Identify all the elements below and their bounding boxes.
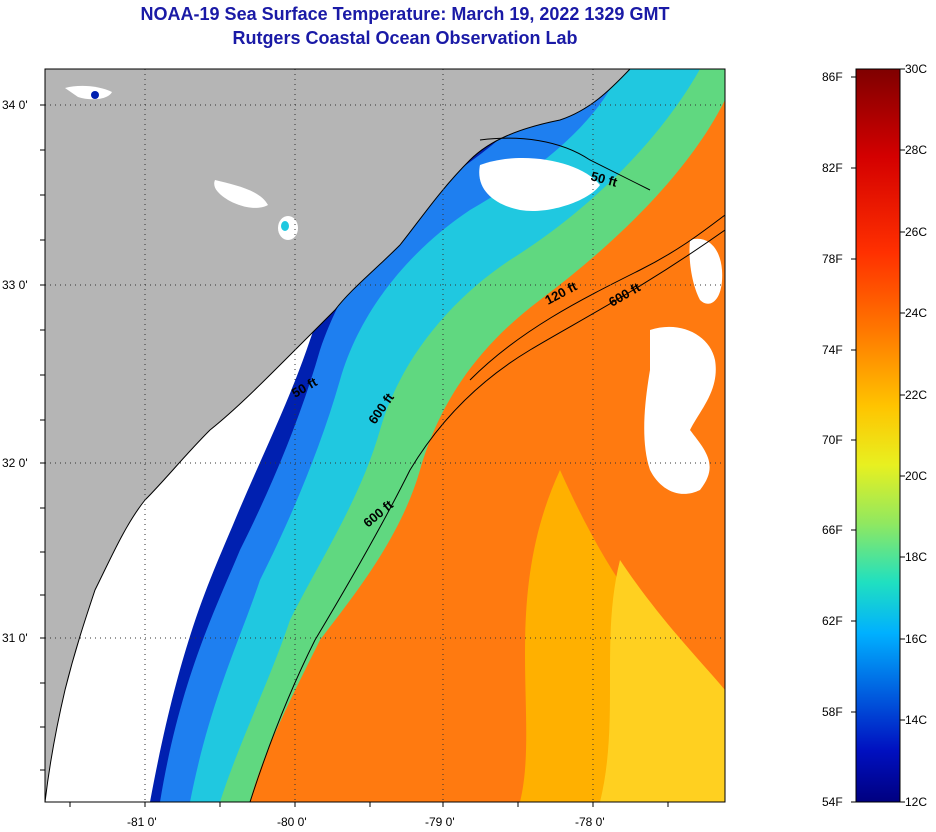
cb-c-22: 22C (905, 388, 927, 402)
cb-c-16: 16C (905, 632, 927, 646)
axis-ticks (40, 104, 669, 807)
map-frame (44, 68, 726, 803)
lon-label-79: -79 0' (425, 815, 455, 829)
colorbar (855, 68, 901, 803)
cb-f-62: 62F (822, 614, 843, 628)
contour-label-50ft-north: 50 ft (589, 168, 619, 190)
isobath-600ft (249, 229, 725, 802)
isobath-50ft (479, 137, 651, 191)
cb-f-58: 58F (822, 705, 843, 719)
coastline (45, 69, 631, 802)
cb-c-24: 24C (905, 306, 927, 320)
cloud-offshore-3 (479, 157, 600, 211)
cb-f-86: 86F (822, 70, 843, 84)
lon-label-80: -80 0' (277, 815, 307, 829)
land-mass (45, 69, 630, 802)
lat-label-32: 32 0' (2, 456, 28, 470)
map-title: NOAA-19 Sea Surface Temperature: March 1… (140, 4, 670, 24)
lat-label-34: 34 0' (2, 98, 28, 112)
sst-speck (91, 91, 99, 99)
cb-f-70: 70F (822, 433, 843, 447)
cb-c-18: 18C (905, 550, 927, 564)
sst-lake (281, 221, 289, 231)
lat-label-33: 33 0' (2, 278, 28, 292)
sst-field-yellow-light (600, 560, 725, 802)
cloud-land-2 (65, 85, 112, 100)
cb-f-74: 74F (822, 343, 843, 357)
cb-c-20: 20C (905, 469, 927, 483)
map-panel: 50 ft 120 ft 600 ft 50 ft 600 ft 600 ft (45, 69, 725, 802)
lon-label-78: -78 0' (575, 815, 605, 829)
cb-c-28: 28C (905, 143, 927, 157)
cb-c-12: 12C (905, 795, 927, 809)
cb-f-66: 66F (822, 523, 843, 537)
cb-f-82: 82F (822, 161, 843, 175)
lon-label-81: -81 0' (127, 815, 157, 829)
graticule (45, 69, 725, 802)
cloud-offshore-1 (644, 326, 716, 494)
cb-f-78: 78F (822, 252, 843, 266)
isobath-120ft (469, 214, 725, 381)
cb-f-54: 54F (822, 795, 843, 809)
cloud-offshore-2 (689, 238, 723, 304)
lat-label-31: 31 0' (2, 631, 28, 645)
colorbar-ticks (851, 68, 905, 803)
map-subtitle: Rutgers Coastal Ocean Observation Lab (232, 28, 578, 48)
cb-c-30: 30C (905, 62, 927, 76)
cloud-land-1 (214, 180, 268, 208)
cb-c-26: 26C (905, 225, 927, 239)
cb-c-14: 14C (905, 713, 927, 727)
